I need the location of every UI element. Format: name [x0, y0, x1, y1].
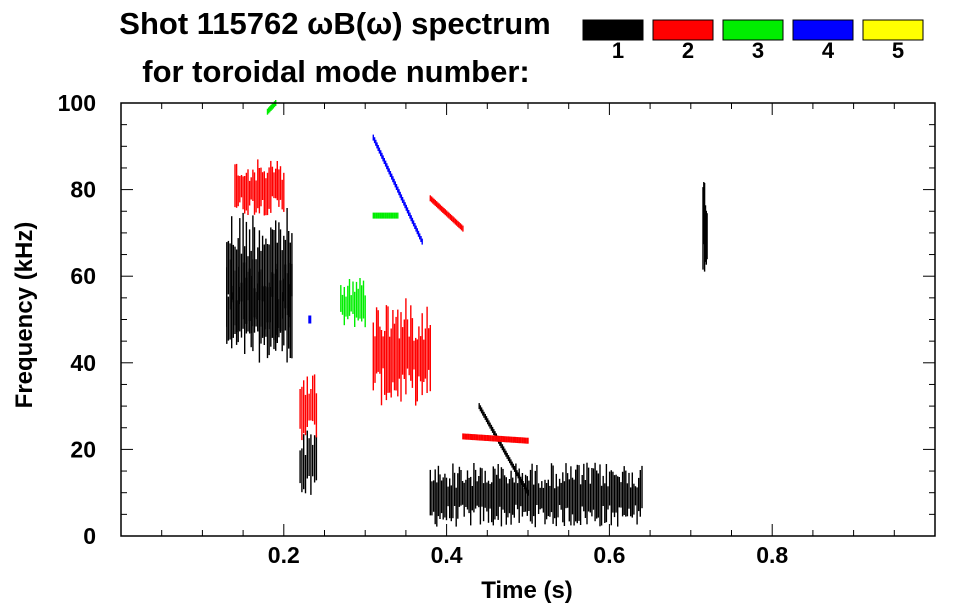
mode-1-feature-4: [478, 403, 529, 496]
data-layer: [226, 100, 708, 528]
mode-1-feature-2: [299, 430, 318, 495]
axis-ticks: [121, 102, 935, 537]
y-tick-label: 40: [70, 350, 96, 376]
y-tick-label: 80: [70, 177, 96, 203]
mode-2-feature-10: [462, 433, 529, 444]
mode-2-feature-8: [372, 298, 431, 406]
legend-swatch-1: [582, 19, 644, 41]
y-tick-label: 100: [58, 90, 96, 116]
mode-2-feature-6: [234, 159, 285, 216]
legend: 1 2 3 4 5: [582, 19, 924, 63]
x-tick-label: 0.8: [756, 542, 788, 568]
legend-label-3: 3: [752, 38, 764, 63]
x-tick-label: 0.6: [593, 542, 625, 568]
x-tick-label: 0.2: [268, 542, 300, 568]
legend-label-5: 5: [892, 38, 904, 63]
mode-2-feature-9: [429, 195, 464, 232]
legend-label-2: 2: [682, 38, 694, 63]
legend-swatch-2: [652, 19, 714, 41]
mode-1-feature-5: [702, 182, 708, 272]
tick-labels: 0.2 0.4 0.6 0.8 0 20 40 60 80 100: [58, 90, 789, 568]
mode-3-feature-11: [340, 278, 366, 328]
y-axis-label: Frequency (kHz): [11, 222, 38, 409]
y-tick-label: 20: [70, 436, 96, 462]
legend-swatch-4: [792, 19, 854, 41]
y-tick-label: 60: [70, 263, 96, 289]
mode-1-feature-1: [226, 259, 293, 363]
x-tick-label: 0.4: [431, 542, 463, 568]
mode-2-feature-7: [299, 374, 318, 441]
mode-3-feature-13: [266, 100, 277, 115]
mode-3-feature-12: [372, 212, 399, 219]
mode-4-feature-15: [308, 315, 312, 324]
legend-label-4: 4: [822, 38, 835, 63]
legend-swatch-5: [862, 19, 924, 41]
y-tick-label: 0: [83, 523, 96, 549]
legend-swatch-3: [722, 19, 784, 41]
mode-4-feature-14: [372, 134, 423, 245]
chart-title-line2: for toroidal mode number:: [142, 54, 530, 89]
legend-label-1: 1: [612, 38, 624, 63]
chart-title-line1: Shot 115762 ωB(ω) spectrum: [119, 6, 550, 41]
x-axis-label: Time (s): [481, 577, 573, 604]
mode-1-feature-3: [429, 462, 643, 528]
